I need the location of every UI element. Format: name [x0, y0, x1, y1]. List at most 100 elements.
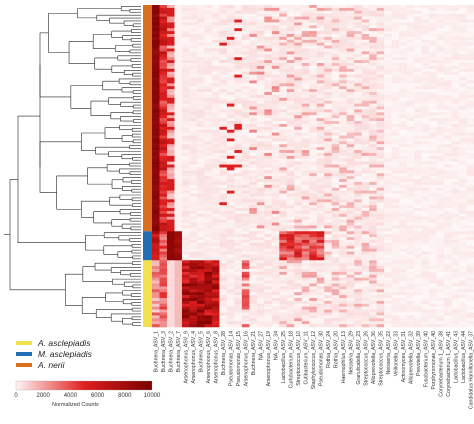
heatmap-cell — [399, 141, 407, 145]
heatmap-cell — [189, 45, 198, 49]
heatmap-cell — [361, 63, 370, 67]
heatmap-cell — [339, 100, 347, 104]
heatmap-cell — [286, 155, 295, 160]
heatmap-cell — [444, 150, 452, 154]
heatmap-cell — [264, 141, 273, 145]
heatmap-cell — [459, 254, 467, 258]
heatmap-cell — [436, 57, 445, 61]
heatmap-cell — [159, 205, 168, 209]
heatmap-cell — [346, 28, 355, 32]
heatmap-cell — [459, 239, 467, 244]
heatmap-cell — [414, 324, 422, 328]
heatmap-cell — [249, 45, 258, 49]
heatmap-cell — [204, 155, 213, 160]
colorbar-tick-label: 0 — [14, 393, 18, 399]
heatmap-cell — [294, 22, 303, 26]
heatmap-cell — [361, 22, 370, 26]
heatmap-cell — [414, 199, 422, 203]
heatmap-cell — [271, 138, 280, 142]
heatmap-cell — [466, 324, 474, 328]
heatmap-cell — [346, 295, 355, 299]
heatmap-cell — [399, 112, 407, 116]
heatmap-cell — [414, 80, 422, 84]
heatmap-cell — [316, 42, 325, 46]
heatmap-cell — [339, 292, 347, 296]
heatmap-cell — [264, 28, 273, 32]
heatmap-cell — [324, 86, 333, 90]
heatmap-cell — [376, 77, 385, 81]
heatmap-cell — [189, 274, 198, 278]
heatmap-cell — [316, 45, 325, 49]
heatmap-cell — [211, 245, 220, 249]
heatmap-cell — [369, 138, 377, 142]
heatmap-cell — [159, 7, 168, 12]
heatmap-cell — [324, 92, 333, 96]
heatmap-cell — [384, 167, 392, 171]
heatmap-cell — [271, 271, 280, 276]
heatmap-cell — [414, 141, 422, 145]
heatmap-cell — [429, 248, 437, 252]
heatmap-cell — [241, 155, 250, 160]
heatmap-cell — [301, 126, 310, 131]
heatmap-cell — [414, 71, 422, 75]
heatmap-cell — [466, 173, 474, 177]
heatmap-cell — [384, 208, 392, 212]
heatmap-cell — [339, 205, 347, 209]
heatmap-cell — [324, 22, 333, 26]
heatmap-cell — [264, 109, 273, 113]
heatmap-cell — [166, 86, 175, 90]
heatmap-cell — [346, 184, 355, 189]
heatmap-cell — [249, 280, 258, 284]
heatmap-cell — [204, 303, 213, 307]
heatmap-cell — [286, 83, 295, 87]
heatmap-cell — [391, 144, 400, 148]
heatmap-cell — [406, 63, 415, 67]
heatmap-cell — [406, 36, 415, 41]
heatmap-cell — [406, 100, 415, 104]
heatmap-cell — [354, 216, 362, 220]
heatmap-cell — [444, 216, 452, 220]
heatmap-cell — [399, 7, 407, 12]
heatmap-cell — [241, 63, 250, 67]
heatmap-cell — [309, 25, 318, 29]
heatmap-cell — [309, 129, 318, 133]
heatmap-cell — [369, 126, 377, 131]
heatmap-cell — [346, 205, 355, 209]
heatmap-cell — [361, 268, 370, 273]
heatmap-cell — [316, 222, 325, 226]
heatmap-cell — [444, 181, 452, 186]
heatmap-cell — [444, 295, 452, 299]
heatmap-cell — [204, 158, 213, 162]
heatmap-cell — [406, 306, 415, 310]
heatmap-cell — [331, 13, 340, 17]
heatmap-cell — [211, 74, 220, 78]
heatmap-cell — [399, 86, 407, 90]
heatmap-cell — [211, 257, 220, 261]
heatmap-cell — [189, 303, 198, 307]
heatmap-cell — [249, 306, 258, 310]
heatmap-cell — [226, 100, 235, 104]
heatmap-cell — [264, 132, 273, 136]
heatmap-cell — [196, 155, 205, 160]
heatmap-cell — [466, 158, 474, 162]
heatmap-cell — [429, 74, 437, 78]
heatmap-cell — [174, 112, 183, 116]
heatmap-cell — [414, 318, 422, 322]
heatmap-cell — [181, 213, 190, 218]
heatmap-cell — [181, 312, 190, 316]
heatmap-cell — [414, 10, 422, 14]
heatmap-cell — [301, 190, 310, 194]
heatmap-cell — [211, 312, 220, 316]
heatmap-cell — [301, 303, 310, 307]
heatmap-cell — [159, 202, 168, 206]
heatmap-cell — [444, 83, 452, 87]
heatmap-cell — [152, 5, 160, 9]
heatmap-cell — [339, 92, 347, 96]
heatmap-cell — [211, 231, 220, 235]
heatmap-cell — [271, 280, 280, 284]
heatmap-cell — [264, 187, 273, 191]
heatmap-cell — [301, 202, 310, 206]
heatmap-cell — [466, 268, 474, 273]
heatmap-cell — [436, 216, 445, 220]
heatmap-cell — [294, 51, 303, 55]
